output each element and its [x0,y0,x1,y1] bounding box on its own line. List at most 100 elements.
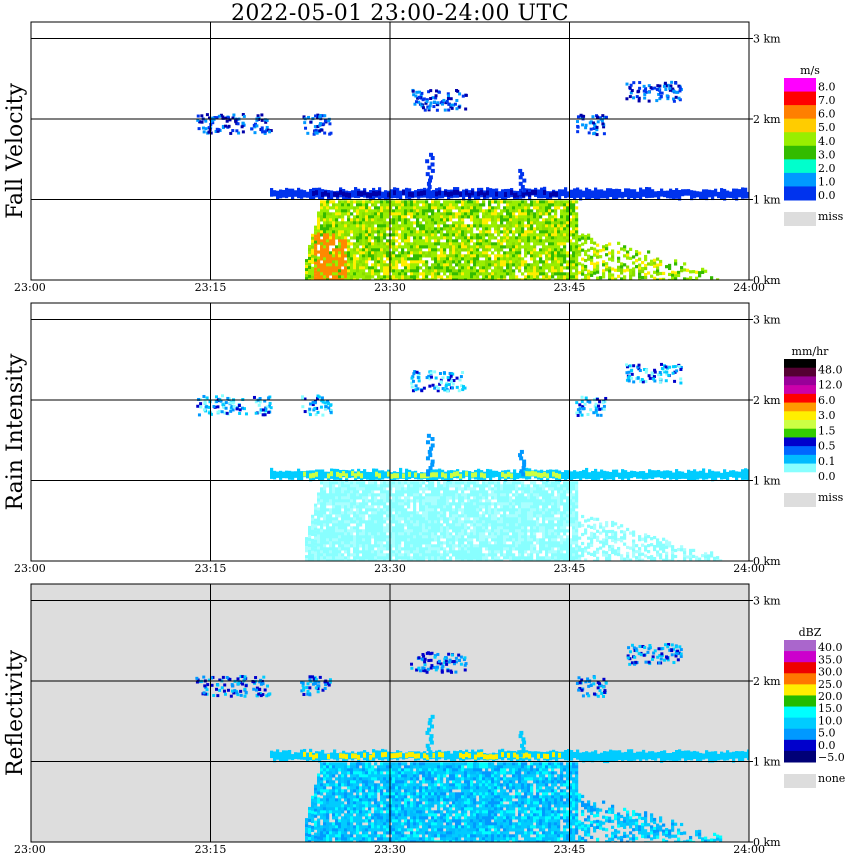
y-tick-label: 2 km [753,113,781,126]
legend-swatch [784,684,816,696]
legend-label: 15.0 [818,702,843,715]
legend-swatch [784,662,816,674]
legend-label: 12.0 [818,379,843,392]
legend-swatch [784,132,816,147]
data-field [195,643,749,842]
x-tick-label: 23:30 [374,281,406,294]
plot-border [30,21,750,281]
legend-label: 4.0 [818,135,836,148]
x-tick-label: 23:15 [195,281,227,294]
legend-label: 35.0 [818,653,843,666]
x-tick-label: 23:15 [195,562,227,575]
legend-swatch [784,367,816,377]
legend-label: 0.5 [818,440,836,453]
x-tick-label: 23:15 [195,843,227,856]
panel-title: Reflectivity [3,649,28,776]
legend-swatch [784,105,816,120]
y-tick-label: 3 km [753,314,781,327]
panel-title: Rain Intensity [3,353,28,510]
legend-label: 7.0 [818,94,836,107]
legend-unit: m/s [800,64,820,77]
x-tick-label: 23:00 [14,843,46,856]
y-tick-label: 0 km [753,274,781,287]
plot-border [30,302,750,562]
legend-swatch [784,706,816,719]
legend-swatch [784,411,816,421]
legend-label: 10.0 [818,714,843,727]
legend-swatch [784,186,816,201]
plot-border [30,583,750,843]
legend-swatch [784,640,816,652]
legend-swatch [784,159,816,174]
x-tick-label: 23:45 [554,562,586,575]
legend-label: 6.0 [818,394,836,407]
y-tick-label: 1 km [753,475,781,488]
legend-swatch [784,446,816,456]
legend-swatch [784,420,816,430]
legend-label: 0.0 [818,739,836,752]
legend-label: −5.0 [818,751,845,764]
y-tick-label: 3 km [753,33,781,46]
legend-label: 0.0 [818,189,836,202]
legend-missing-swatch [784,493,816,507]
legend-label: 6.0 [818,108,836,121]
legend-label: 8.0 [818,81,836,94]
legend-label: 30.0 [818,666,843,679]
legend-missing-swatch [784,774,816,788]
y-tick-label: 3 km [753,595,781,608]
legend-swatch [784,739,816,752]
legend-missing-label: miss [818,210,844,223]
legend-swatch [784,359,816,369]
legend-missing-label: none [818,772,845,785]
legend-swatch [784,728,816,741]
x-tick-label: 23:45 [554,843,586,856]
y-tick-label: 1 km [753,194,781,207]
x-tick-label: 23:30 [374,843,406,856]
legend-swatch [784,695,816,708]
legend-label: 5.0 [818,121,836,134]
y-tick-label: 2 km [753,394,781,407]
legend-swatch [784,393,816,404]
legend-label: 0.0 [818,470,836,483]
legend-swatch [784,78,816,93]
legend-swatch [784,673,816,685]
legend-label: 3.0 [818,409,836,422]
legend-label: 25.0 [818,678,843,691]
legend-label: 0.1 [818,455,836,468]
legend-swatch [784,172,816,187]
x-tick-label: 23:00 [14,281,46,294]
legend-label: 2.0 [818,162,836,175]
panel-2: Reflectivity 23:00 23:15 23:30 23:45 24:000 k… [3,583,845,856]
panel-title: Fall Velocity [3,83,28,219]
legend-swatch [784,463,816,473]
panel-0: Fall Velocity 23:00 23:15 23:30 23:45 24:000 … [3,21,844,294]
legend-label: 48.0 [818,363,843,376]
legend: mm/hr 48.0 12.0 6.0 3.0 1.5 0.5 0.1 0.0 miss [784,345,844,507]
x-tick-label: 24:00 [733,843,765,856]
x-tick-label: 23:45 [554,281,586,294]
legend-unit: mm/hr [792,345,830,358]
legend-swatch [784,472,816,482]
legend-swatch [784,376,816,386]
y-tick-label: 0 km [753,836,781,849]
legend-swatch [784,118,816,133]
data-field [196,362,749,561]
x-tick-label: 24:00 [733,562,765,575]
legend-label: 3.0 [818,148,836,161]
legend-swatch [784,91,816,106]
legend-swatch [784,402,816,412]
legend-swatch [784,454,816,465]
data-field [196,80,749,280]
y-tick-label: 2 km [753,675,781,688]
x-tick-label: 23:30 [374,562,406,575]
y-tick-label: 1 km [753,756,781,769]
legend-label: 5.0 [818,727,836,740]
legend-unit: dBZ [799,626,822,639]
legend: dBZ 40.035.030.025.020.015.010.05.00.0−5.… [784,626,845,788]
legend-label: 20.0 [818,690,843,703]
y-tick-label: 0 km [753,555,781,568]
legend-swatch [784,385,816,395]
legend-missing-label: miss [818,491,844,504]
